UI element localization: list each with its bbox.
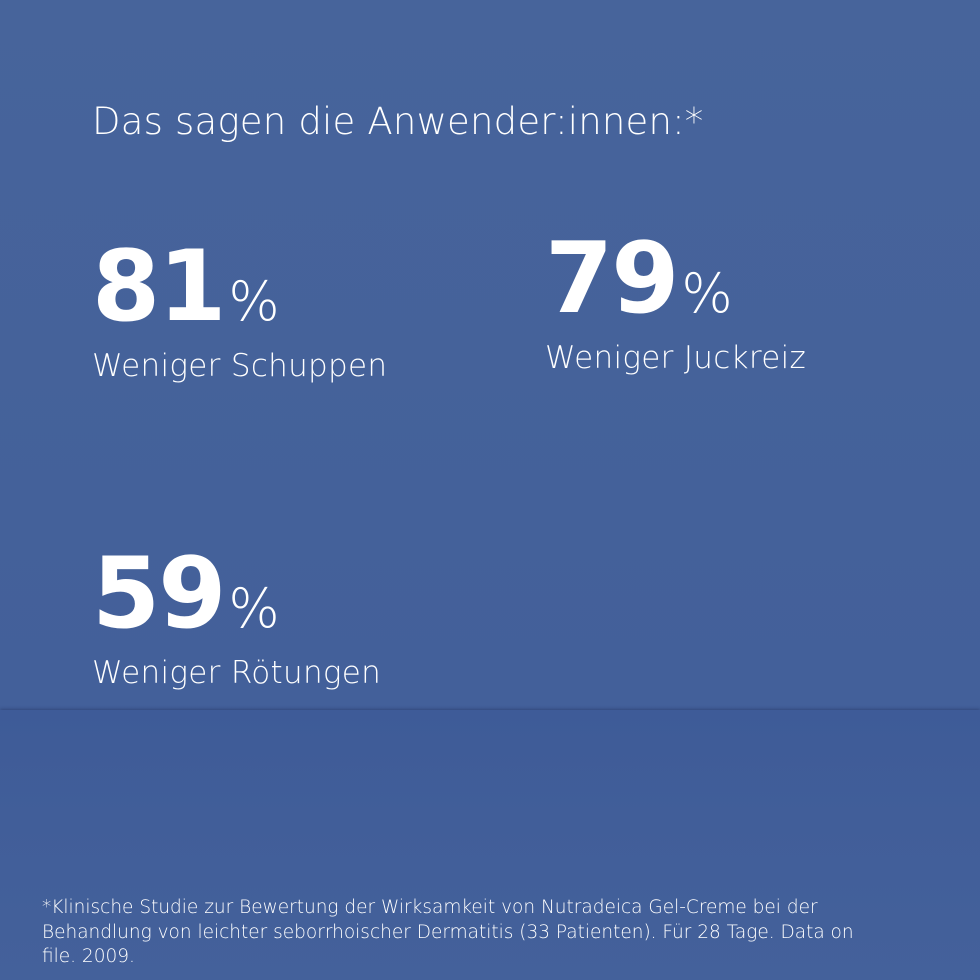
stat-value: 81 bbox=[92, 230, 226, 344]
footnote-line: file. 2009. bbox=[42, 946, 135, 967]
footnote-line: *Klinische Studie zur Bewertung der Wirk… bbox=[42, 897, 818, 918]
title: Das sagen die Anwender:innen:* bbox=[92, 100, 704, 143]
footnote-line: Behandlung von leichter seborrhoischer D… bbox=[42, 921, 854, 943]
floor-backdrop bbox=[0, 710, 980, 980]
footnote: *Klinische Studie zur Bewertung der Wirk… bbox=[42, 896, 854, 970]
stat-label: Weniger Rötungen bbox=[92, 655, 382, 691]
stat-unit: % bbox=[681, 262, 733, 325]
stat: 81% Weniger Schuppen bbox=[92, 238, 387, 384]
stat-unit: % bbox=[228, 270, 280, 333]
stat-value: 79 bbox=[545, 222, 679, 336]
stat-value: 59 bbox=[92, 537, 226, 651]
stat-label: Weniger Juckreiz bbox=[545, 340, 807, 376]
stat-label: Weniger Schuppen bbox=[92, 348, 388, 384]
stat-unit: % bbox=[228, 577, 280, 640]
stat: 59% Weniger Rötungen bbox=[92, 545, 381, 691]
stat: 79% Weniger Juckreiz bbox=[545, 230, 806, 376]
